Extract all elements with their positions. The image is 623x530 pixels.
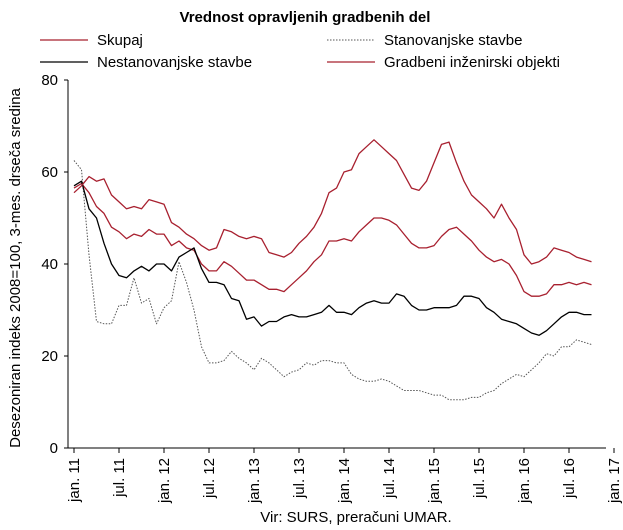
x-tick-label: jul. 12 [201,458,218,499]
y-tick-label: 80 [41,72,58,89]
y-axis-label: Desezoniran indeks 2008=100, 3-mes. drse… [7,87,24,447]
x-tick-label: jan. 14 [336,458,353,504]
x-tick-label: jan. 16 [516,458,533,504]
x-tick-label: jul. 15 [471,458,488,499]
y-tick-label: 20 [41,348,58,365]
series-line [73,180,592,336]
x-tick-label: jul. 13 [291,458,308,499]
x-tick-label: jan. 13 [246,458,263,504]
x-tick-label: jul. 14 [381,458,398,499]
x-axis: jan. 11 jul. 11 jan. 12 jul. 12 jan. 13 jul. … [66,448,623,504]
series-line [73,160,592,401]
x-tick-label: jan. 12 [156,458,173,504]
series-line [73,139,592,265]
legend-label: Stanovanjske stavbe [384,32,522,49]
x-tick-label: jul. 11 [111,458,128,498]
legend-label: Skupaj [97,32,143,49]
y-tick-label: 40 [41,256,58,273]
x-tick-label: jan. 11 [66,458,83,503]
series-lines [73,139,592,401]
y-tick-label: 60 [41,164,58,181]
legend-label: Nestanovanjske stavbe [97,54,252,71]
x-tick-label: jul. 16 [561,458,578,499]
y-axis: 0 20 40 60 80 [41,72,69,457]
x-tick-label: jan. 17 [606,458,623,504]
y-tick-label: 0 [50,440,58,457]
source-note: Vir: SURS, preračuni UMAR. [260,509,451,526]
legend: Skupaj Stanovanjske stavbe Nestanovanjske … [40,32,560,71]
x-tick-label: jan. 15 [426,458,443,504]
series-line [73,182,592,297]
chart-title: Vrednost opravljenih gradbenih del [180,9,431,26]
legend-label: Gradbeni inženirski objekti [384,54,560,71]
